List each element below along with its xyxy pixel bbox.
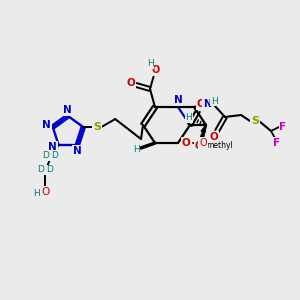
Text: D: D [51,152,58,160]
Text: D: D [42,152,49,160]
Text: H: H [147,59,153,68]
Text: N: N [42,120,51,130]
Polygon shape [201,125,206,133]
Text: N: N [174,95,182,105]
Text: S: S [93,122,101,132]
Polygon shape [201,125,206,137]
Text: methyl: methyl [205,146,210,147]
Text: H: H [211,97,218,106]
Text: D: D [37,165,44,174]
Text: O: O [41,187,50,197]
Text: methyl: methyl [206,142,233,151]
Text: N: N [203,99,211,109]
Text: O: O [210,132,218,142]
Text: H: H [186,113,192,122]
Text: N: N [48,142,57,152]
Text: S: S [251,116,259,126]
Text: N: N [73,146,82,156]
Text: O: O [182,138,190,148]
Text: F: F [273,138,280,148]
Text: F: F [279,122,286,132]
Text: O: O [152,65,160,75]
Text: N: N [63,105,71,115]
Text: D: D [46,165,53,174]
Text: H: H [33,189,40,198]
Text: H: H [133,146,140,154]
Text: O: O [195,141,203,151]
Text: O: O [196,99,206,109]
Text: O: O [199,138,207,148]
Text: O: O [127,78,135,88]
